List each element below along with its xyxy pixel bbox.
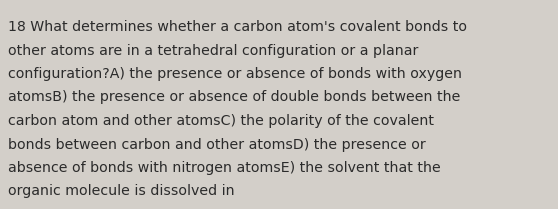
- Text: bonds between carbon and other atomsD) the presence or: bonds between carbon and other atomsD) t…: [8, 138, 426, 152]
- Text: organic molecule is dissolved in: organic molecule is dissolved in: [8, 185, 234, 199]
- Text: configuration?A) the presence or absence of bonds with oxygen: configuration?A) the presence or absence…: [8, 67, 462, 81]
- Text: carbon atom and other atomsC) the polarity of the covalent: carbon atom and other atomsC) the polari…: [8, 114, 434, 128]
- Text: atomsB) the presence or absence of double bonds between the: atomsB) the presence or absence of doubl…: [8, 90, 460, 104]
- Text: 18 What determines whether a carbon atom's covalent bonds to: 18 What determines whether a carbon atom…: [8, 20, 467, 34]
- Text: other atoms are in a tetrahedral configuration or a planar: other atoms are in a tetrahedral configu…: [8, 43, 418, 57]
- Text: absence of bonds with nitrogen atomsE) the solvent that the: absence of bonds with nitrogen atomsE) t…: [8, 161, 441, 175]
